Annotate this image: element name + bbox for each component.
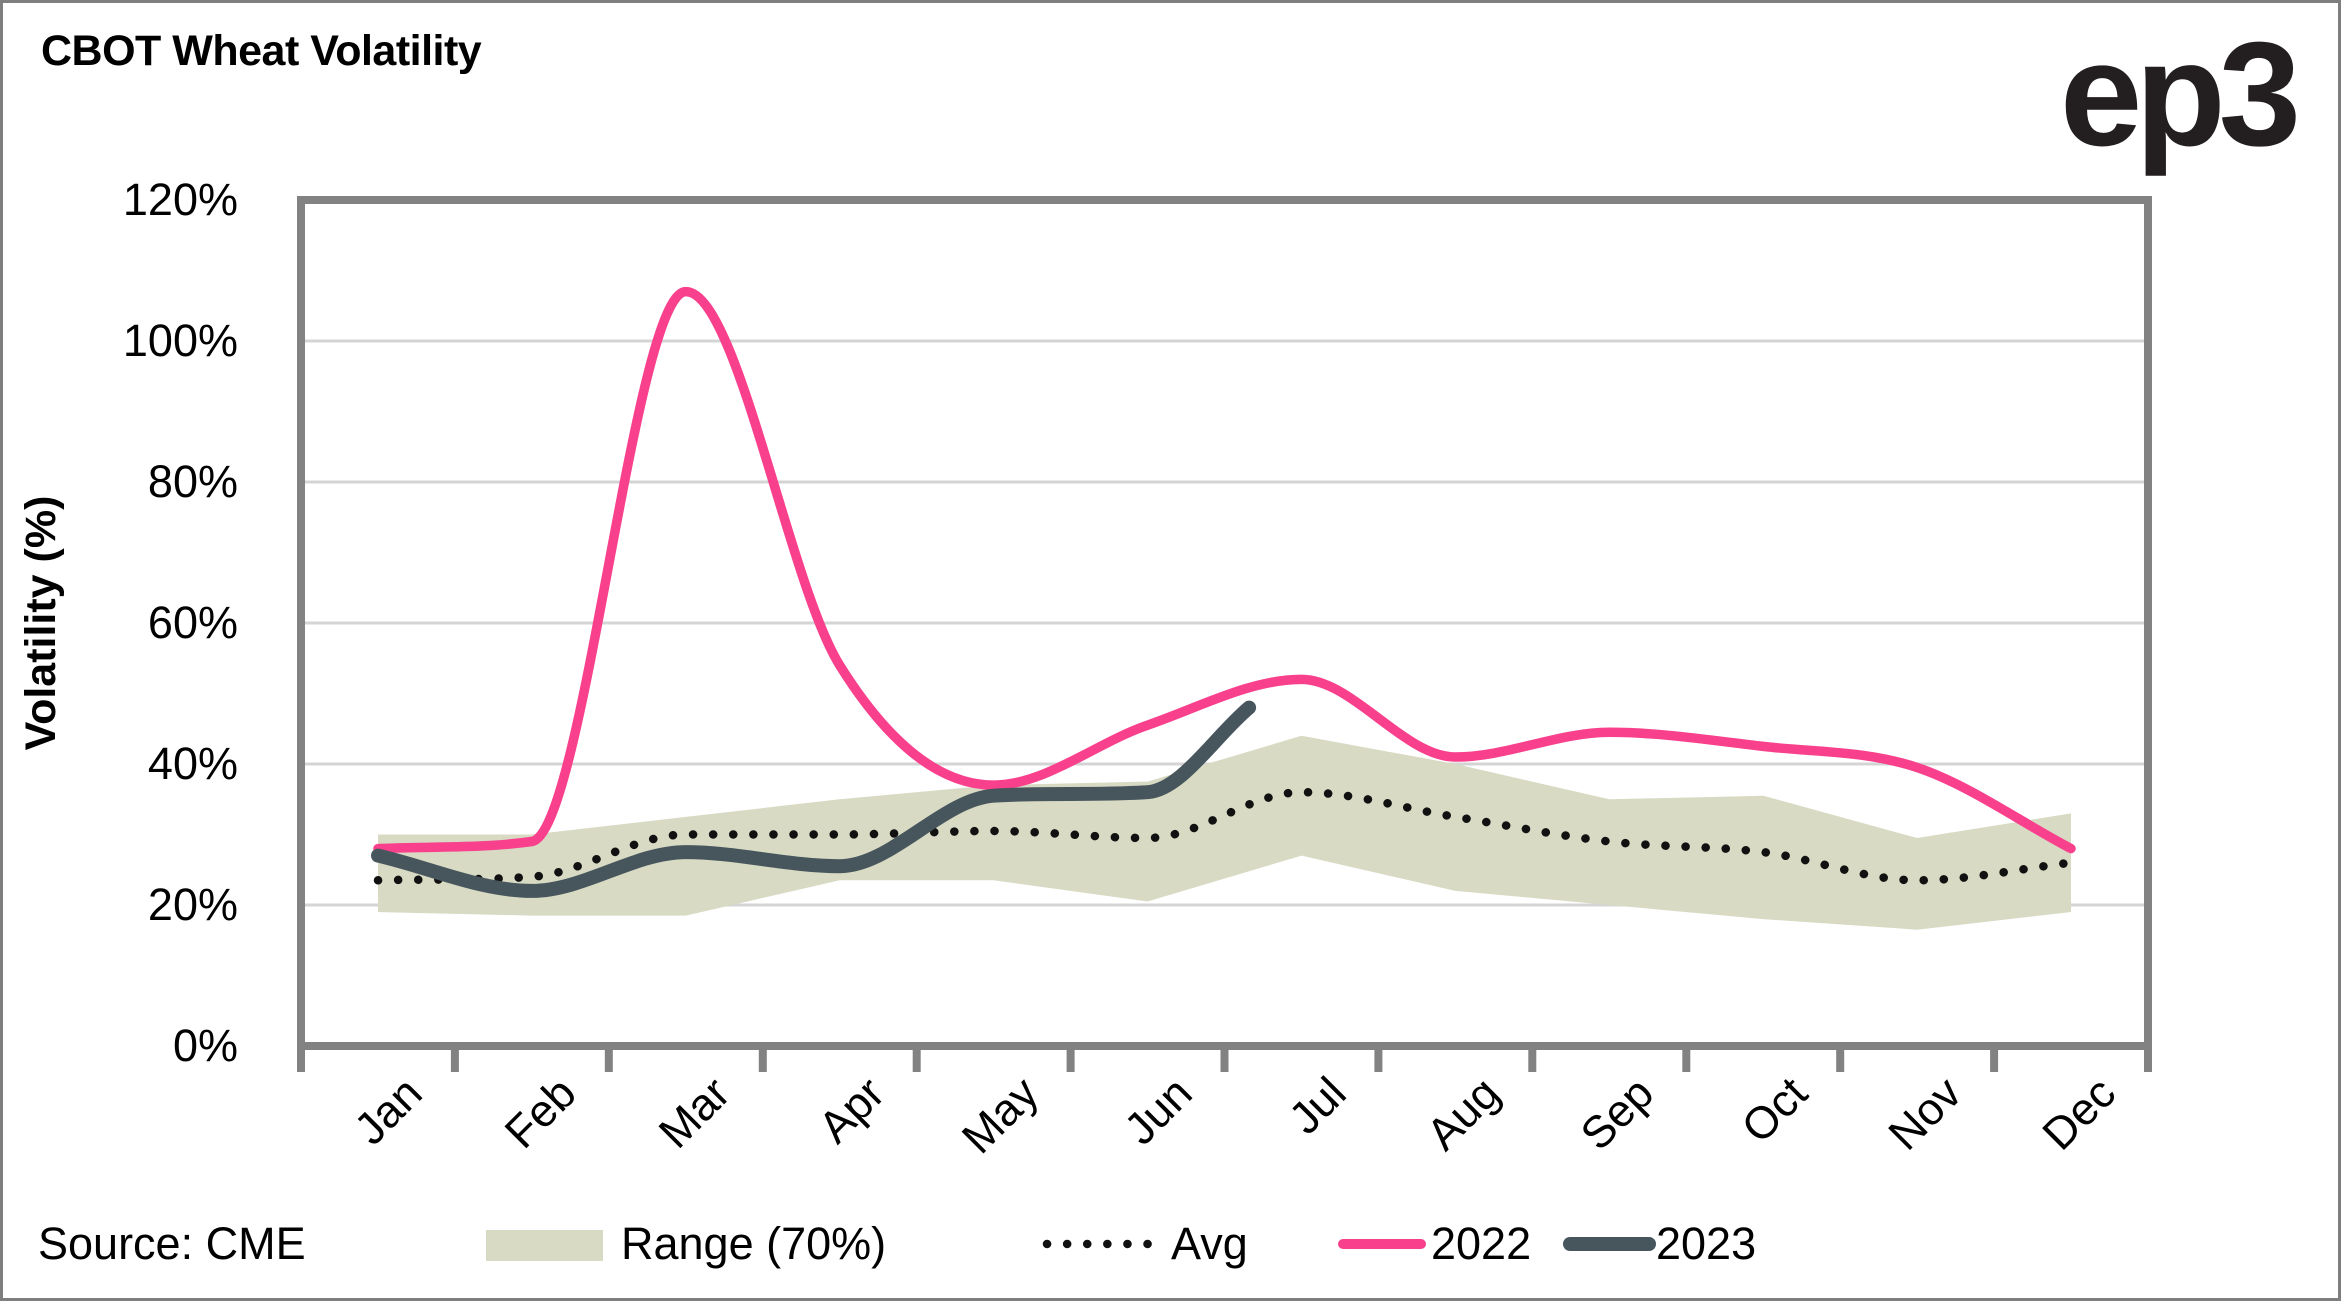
x-tick: [1220, 1050, 1229, 1072]
legend-band-swatch: [486, 1230, 603, 1261]
x-tick: [1990, 1050, 1999, 1072]
y-tick-label: 0%: [172, 1020, 238, 1071]
source-note: Source: CME: [38, 1218, 306, 1269]
y-tick-label: 60%: [147, 597, 238, 648]
x-tick: [1682, 1050, 1691, 1072]
x-tick: [912, 1050, 921, 1072]
x-tick: [297, 1050, 305, 1072]
y-tick-label: 20%: [147, 879, 238, 930]
x-tick: [450, 1050, 459, 1072]
y-tick-label: 100%: [122, 315, 238, 366]
y-tick-label: 40%: [147, 738, 238, 789]
ep3-logo: ep3: [2059, 12, 2301, 177]
x-tick: [1374, 1050, 1383, 1072]
x-tick: [1836, 1050, 1845, 1072]
y-tick-label: 80%: [147, 456, 238, 507]
x-tick: [758, 1050, 767, 1072]
range-band: [378, 735, 2071, 930]
plot-border: [297, 196, 2152, 1050]
line-2023: [371, 700, 1257, 898]
page-title: CBOT Wheat Volatility: [41, 27, 482, 75]
legend-label-avg: Avg: [1171, 1218, 1248, 1269]
legend-label-2022: 2022: [1431, 1218, 1532, 1269]
x-tick: [604, 1050, 613, 1072]
x-tick: [1528, 1050, 1537, 1072]
y-tick-label: 120%: [122, 174, 238, 225]
volatility-chart: [297, 196, 2152, 1261]
x-tick: [2144, 1050, 2152, 1072]
x-tick: [1066, 1050, 1075, 1072]
legend-label-2023: 2023: [1656, 1218, 1757, 1269]
legend-label-range: Range (70%): [621, 1218, 887, 1269]
avg-line: [373, 787, 2076, 885]
line-2022: [373, 286, 2076, 854]
